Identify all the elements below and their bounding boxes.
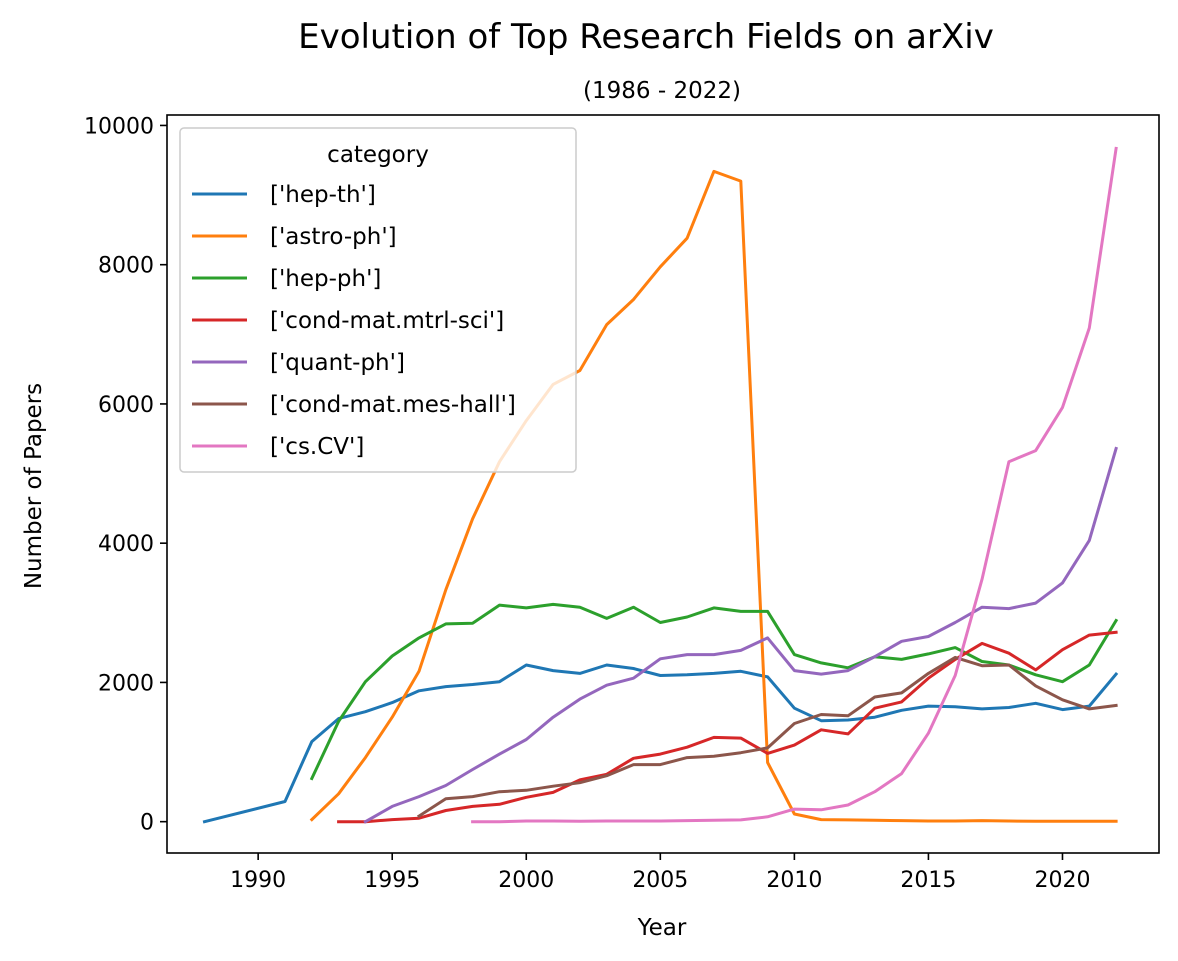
x-tick-label: 2005 [632,868,688,893]
x-axis: 1990 1995 2000 2005 2010 2015 2020 [230,853,1090,893]
y-tick-label: 0 [140,811,154,836]
legend-label: ['cs.CV'] [270,434,364,460]
legend-label: ['hep-ph'] [270,266,381,292]
y-tick-label: 4000 [98,532,154,557]
x-tick-label: 2020 [1034,868,1090,893]
series-layer [202,146,1119,824]
x-tick-label: 2010 [766,868,822,893]
series-line-2 [309,602,1119,781]
legend-label: ['cond-mat.mtrl-sci'] [270,308,504,334]
chart-subtitle: (1986 - 2022) [583,78,741,104]
y-tick-label: 6000 [98,393,154,418]
legend-label: ['astro-ph'] [270,224,397,250]
series-line-3 [337,630,1118,824]
series-line-0 [202,663,1119,824]
legend-label: ['cond-mat.mes-hall'] [270,392,516,418]
series-line-5 [416,655,1118,819]
legend-title: category [327,142,429,168]
series-line-6 [471,146,1118,824]
y-tick-label: 8000 [98,254,154,279]
x-axis-label: Year [637,915,687,941]
y-axis-label: Number of Papers [21,383,47,589]
axes-frame [166,114,1160,854]
legend-label: ['quant-ph'] [270,350,405,376]
x-tick-label: 1995 [364,868,420,893]
legend-entries: ['hep-th'] ['astro-ph'] ['hep-ph'] ['cond-m… [192,182,516,460]
x-tick-label: 2015 [900,868,956,893]
x-tick-label: 1990 [230,868,286,893]
series-line-4 [363,446,1118,824]
y-tick-label: 10000 [84,114,154,139]
legend-label: ['hep-th'] [270,182,376,208]
series-line-1 [309,169,1118,823]
legend: category ['hep-th'] ['astro-ph'] ['hep-ph'… [179,127,577,473]
y-axis: 0 2000 4000 6000 8000 10000 [84,114,167,836]
legend-box [179,127,577,473]
chart-title: Evolution of Top Research Fields on arXi… [298,17,994,57]
plot-area [166,114,1160,854]
y-tick-label: 2000 [98,671,154,696]
x-tick-label: 2000 [498,868,554,893]
